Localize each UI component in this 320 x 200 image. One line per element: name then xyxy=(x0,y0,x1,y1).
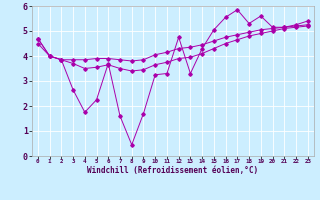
X-axis label: Windchill (Refroidissement éolien,°C): Windchill (Refroidissement éolien,°C) xyxy=(87,166,258,175)
